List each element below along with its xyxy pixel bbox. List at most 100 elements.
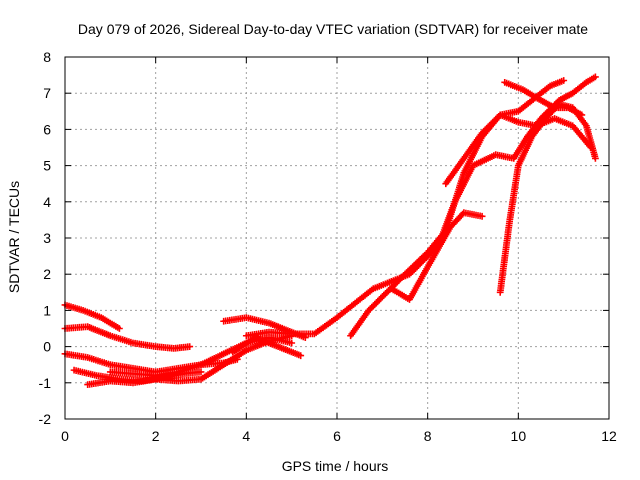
data-point (222, 352, 225, 355)
data-point (544, 117, 547, 120)
data-point (481, 132, 484, 134)
data-point (200, 363, 202, 366)
data-point (508, 222, 511, 225)
data-point (86, 383, 89, 386)
data-point (521, 88, 524, 91)
data-point (390, 287, 393, 290)
data-point (336, 316, 338, 319)
data-point (154, 374, 157, 377)
data-point (177, 370, 180, 373)
x-tick-label: 8 (424, 428, 432, 444)
series-track-8 (229, 334, 305, 360)
data-point (268, 322, 270, 325)
grid (65, 57, 609, 419)
data-point (499, 291, 502, 294)
data-point (449, 226, 452, 229)
x-tick-label: 6 (333, 428, 341, 444)
data-point (512, 157, 515, 160)
axis-ticks (64, 56, 610, 420)
data-point (426, 251, 429, 254)
data-point (132, 342, 134, 344)
data-point (372, 287, 375, 290)
data-point (571, 92, 574, 95)
data-point (222, 320, 225, 323)
data-point (517, 110, 520, 113)
data-point (268, 331, 270, 334)
data-point (472, 164, 474, 167)
data-point (367, 309, 370, 312)
data-point (585, 124, 588, 127)
y-tick-labels: -2 -1 0 1 2 3 4 5 6 7 8 (39, 49, 52, 427)
data-point (290, 342, 293, 344)
chart-title: Day 079 of 2026, Sidereal Day-to-day VTE… (78, 21, 588, 37)
data-point (549, 85, 552, 87)
data-point (444, 182, 447, 185)
data-point (426, 266, 429, 268)
data-point (408, 273, 411, 276)
data-point (594, 157, 597, 160)
x-tick-label: 10 (511, 428, 527, 444)
data-point (462, 157, 465, 160)
data-point (585, 81, 588, 84)
series-markers (496, 100, 599, 296)
y-tick-label: 8 (43, 49, 51, 65)
data-point (290, 332, 293, 335)
data-point (354, 302, 357, 305)
data-point (540, 99, 542, 102)
data-point (73, 369, 76, 372)
data-point (277, 345, 280, 348)
data-point (517, 164, 520, 167)
data-point (132, 372, 134, 375)
x-tick-label: 12 (601, 428, 617, 444)
series-track-9 (242, 73, 599, 340)
series-layer (61, 73, 599, 389)
data-point (571, 124, 574, 127)
series-track-10 (347, 77, 568, 340)
data-point (390, 280, 393, 283)
y-tick-label: -1 (39, 375, 52, 391)
data-point (172, 347, 175, 350)
data-point (594, 75, 597, 78)
data-point (517, 121, 520, 124)
x-tick-label: 2 (152, 428, 160, 444)
data-point (562, 79, 565, 82)
data-point (222, 363, 225, 366)
y-tick-label: 1 (43, 302, 51, 318)
data-point (109, 334, 112, 337)
y-tick-label: -2 (39, 411, 52, 427)
data-point (385, 291, 388, 294)
data-point (503, 81, 506, 84)
data-point (188, 345, 191, 348)
x-axis-title: GPS time / hours (282, 458, 389, 474)
data-point (299, 354, 302, 357)
data-point (499, 113, 502, 116)
series-track-14 (501, 78, 586, 119)
data-point (580, 113, 583, 116)
y-tick-label: 6 (43, 121, 51, 137)
y-tick-label: 7 (43, 85, 51, 101)
data-point (349, 334, 352, 337)
data-point (95, 374, 98, 377)
data-point (200, 378, 202, 381)
series-track-11 (388, 209, 486, 303)
data-point (109, 363, 112, 366)
data-point (118, 327, 121, 330)
data-point (86, 325, 89, 328)
series-markers (347, 77, 568, 340)
data-point (82, 309, 85, 312)
data-point (200, 370, 202, 373)
y-tick-label: 5 (43, 158, 51, 174)
data-point (462, 171, 465, 174)
data-point (540, 117, 542, 120)
data-point (100, 316, 103, 319)
data-point (231, 351, 234, 353)
data-point (567, 106, 570, 109)
data-point (132, 381, 134, 384)
data-point (245, 334, 248, 337)
data-point (494, 153, 497, 156)
series-markers (242, 73, 599, 340)
data-point (177, 380, 180, 382)
data-point (553, 106, 556, 109)
data-point (553, 117, 556, 120)
